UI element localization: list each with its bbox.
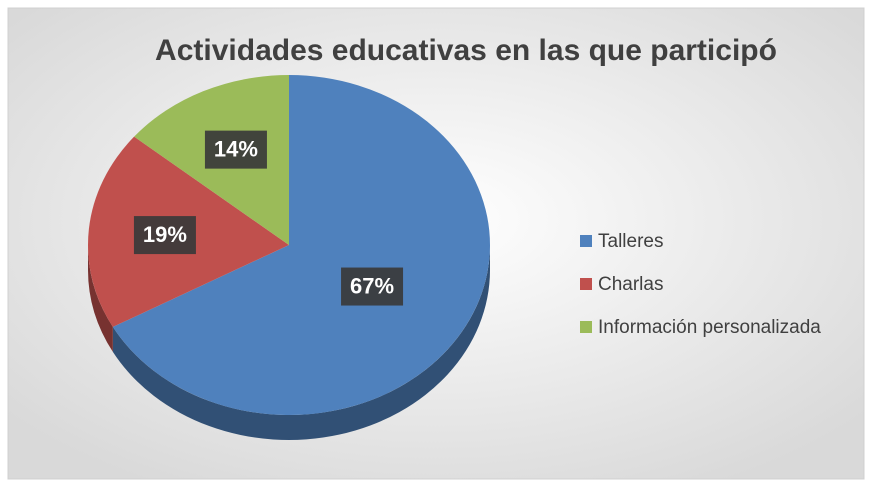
- chart-title: Actividades educativas en las que partic…: [155, 34, 777, 67]
- slice: [112, 75, 490, 415]
- legend-label: Información personalizada: [598, 317, 821, 338]
- legend-swatch: [580, 321, 592, 333]
- slice-side: [112, 245, 490, 440]
- slice-side: [88, 245, 113, 352]
- legend-label: Charlas: [598, 274, 663, 295]
- data-label-box: [341, 267, 404, 306]
- legend-swatch: [580, 235, 592, 247]
- legend-label: Talleres: [598, 231, 663, 252]
- data-label: 14%: [214, 136, 258, 161]
- data-label: 19%: [143, 222, 187, 247]
- data-label-box: [133, 216, 196, 255]
- legend-swatch: [580, 278, 592, 290]
- data-label-box: [204, 130, 267, 169]
- data-label: 67%: [350, 273, 394, 298]
